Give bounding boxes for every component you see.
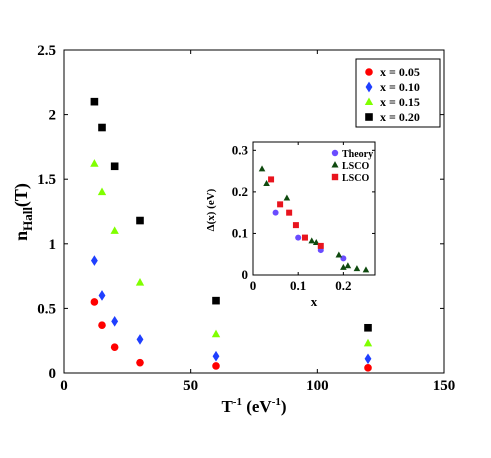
main-point-s0 xyxy=(110,343,119,351)
main-point-s2 xyxy=(135,278,145,286)
main-y-tick-label: 0.5 xyxy=(37,301,56,317)
inset-point-s2 xyxy=(292,222,299,229)
inset-legend-label-0: Theory xyxy=(342,149,373,160)
main-point-s0 xyxy=(90,298,99,306)
inset-point-s0 xyxy=(272,209,279,216)
inset-point-s2 xyxy=(277,201,284,208)
inset-point-s1 xyxy=(308,237,316,244)
main-x-label-unit: (eV xyxy=(242,397,272,416)
inset-x-tick-label: 0.2 xyxy=(335,278,351,293)
main-point-s1 xyxy=(98,290,106,301)
main-point-s1 xyxy=(136,334,144,345)
main-data-marks xyxy=(90,97,373,372)
main-y-label-tail: (T) xyxy=(11,183,32,207)
inset-y-tick-label: 0 xyxy=(242,267,249,282)
inset-x-tick-label: 0.1 xyxy=(290,278,306,293)
main-x-label-main: T xyxy=(221,397,233,416)
inset-point-s1 xyxy=(335,251,343,258)
main-point-s3 xyxy=(364,323,372,332)
main-legend: x = 0.05x = 0.10x = 0.15x = 0.20 xyxy=(355,58,441,128)
main-legend-marker-1 xyxy=(365,81,373,93)
main-point-s1 xyxy=(212,350,220,362)
main-y-label-main: n xyxy=(11,231,31,241)
main-point-s3 xyxy=(98,123,106,132)
main-point-s0 xyxy=(364,364,372,372)
inset-legend-label-2: LSCO xyxy=(342,173,369,184)
inset-y-tick-label: 0.2 xyxy=(232,184,248,199)
main-x-label-unit-sup: -1 xyxy=(272,396,281,408)
inset-plot-frame xyxy=(252,141,376,276)
main-y-tick-label: 0 xyxy=(49,366,57,382)
main-y-label-sub: Hall xyxy=(20,207,35,231)
main-point-s0 xyxy=(212,362,220,370)
inset-point-s2 xyxy=(268,176,275,183)
main-point-s2 xyxy=(97,187,107,196)
main-point-s3 xyxy=(110,162,119,171)
main-x-label-sup: -1 xyxy=(233,396,242,408)
main-legend-label-1: x = 0.10 xyxy=(380,80,420,94)
inset-point-s2 xyxy=(301,234,308,241)
inset-point-s1 xyxy=(258,165,266,172)
main-point-s2 xyxy=(90,159,99,167)
main-legend-label-0: x = 0.05 xyxy=(380,65,420,79)
inset-point-s0 xyxy=(340,255,347,262)
main-legend-marker-3 xyxy=(365,113,373,121)
main-y-tick-label: 2.5 xyxy=(37,43,56,59)
inset-y-tick-label: 0.1 xyxy=(232,225,248,240)
main-point-s0 xyxy=(98,321,106,329)
inset-x-axis-label: x xyxy=(311,294,318,309)
main-plot-frame xyxy=(63,49,445,374)
main-x-axis-label: T-1 (eV-1) xyxy=(221,396,286,416)
inset-point-s2 xyxy=(286,209,293,216)
main-legend-label-2: x = 0.15 xyxy=(380,95,420,109)
inset-legend-marker-0 xyxy=(331,149,339,157)
inset-point-s1 xyxy=(362,266,370,273)
main-y-tick-label: 2 xyxy=(49,108,57,124)
main-point-s2 xyxy=(110,226,119,234)
inset-point-s1 xyxy=(340,263,347,270)
main-point-s1 xyxy=(111,316,119,327)
main-legend-label-3: x = 0.20 xyxy=(380,110,420,124)
inset-y-axis-label: Δ(x) (eV) xyxy=(205,188,217,231)
main-x-tick-label: 0 xyxy=(60,378,68,394)
main-point-s0 xyxy=(136,358,144,367)
main-point-s3 xyxy=(212,296,220,305)
main-legend-marker-2 xyxy=(364,97,374,106)
main-y-tick-label: 1.5 xyxy=(37,172,56,188)
main-point-s1 xyxy=(90,255,98,266)
inset-point-s0 xyxy=(295,234,302,241)
main-legend-marker-0 xyxy=(365,68,373,76)
inset-point-s2 xyxy=(317,242,324,249)
inset-point-s1 xyxy=(283,194,291,201)
main-point-s2 xyxy=(363,338,373,347)
main-point-s1 xyxy=(364,353,372,365)
main-y-tick-label: 1 xyxy=(49,237,57,253)
inset-point-s1 xyxy=(344,262,352,269)
inset-chart: 0 0.1 0.200.10.20.3 Δ(x) (eV) x TheoryLSCO… xyxy=(205,141,376,309)
inset-legend-marker-1 xyxy=(331,161,339,168)
main-point-s3 xyxy=(90,97,99,106)
main-x-tick-label: 100 xyxy=(306,378,329,394)
inset-point-s1 xyxy=(263,179,270,186)
inset-legend-marker-2 xyxy=(331,173,339,181)
main-point-s2 xyxy=(211,329,221,338)
main-ticks: 0 50 100 150 0 0.5 1 1.5 2 2.5 xyxy=(37,43,455,394)
inset-point-s1 xyxy=(353,265,361,272)
inset-legend-label-1: LSCO xyxy=(342,161,369,172)
main-point-s3 xyxy=(136,216,144,225)
inset-y-tick-label: 0.3 xyxy=(232,142,249,157)
main-y-axis-label: nHall(T) xyxy=(11,183,35,241)
main-x-tick-label: 50 xyxy=(183,378,198,394)
main-x-label-close: ) xyxy=(281,397,287,416)
inset-data-marks xyxy=(258,165,370,273)
inset-x-tick-label: 0 xyxy=(250,278,257,293)
main-x-tick-label: 150 xyxy=(433,378,456,394)
